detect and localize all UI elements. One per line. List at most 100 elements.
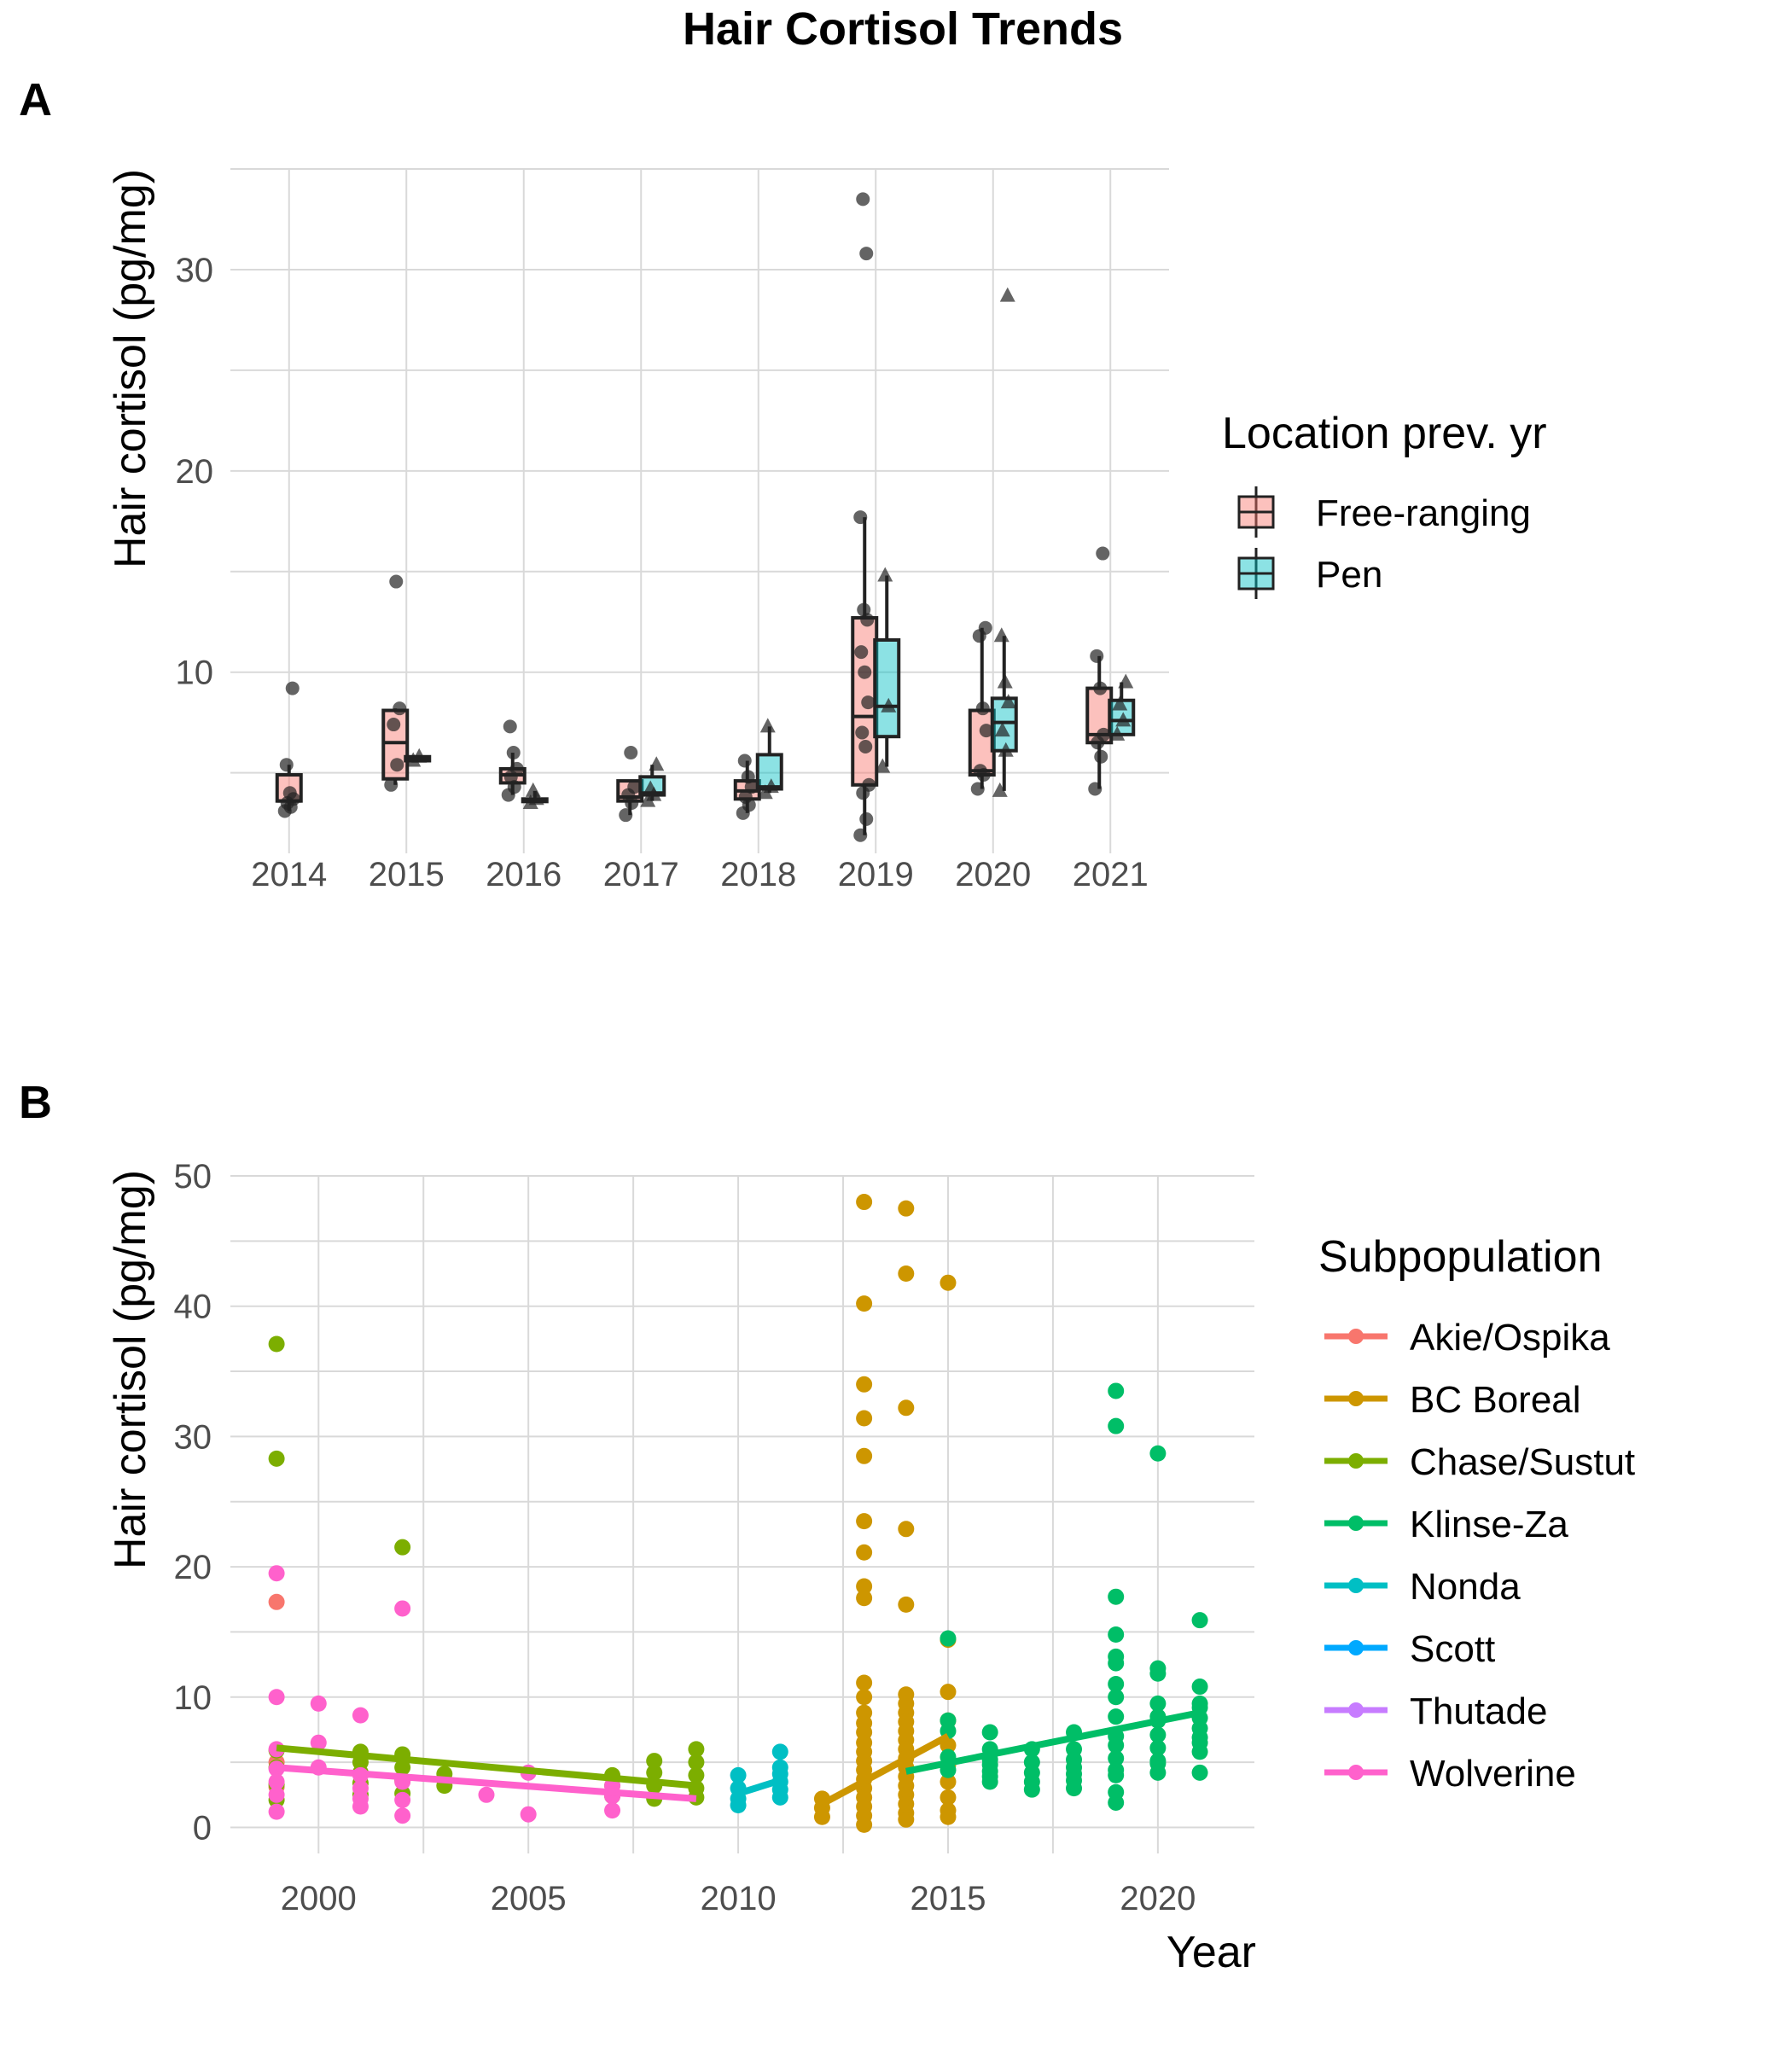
point-wolverine: [310, 1734, 327, 1751]
point-pen-2021: [1112, 695, 1128, 711]
point-wolverine: [268, 1803, 285, 1820]
point-wolverine: [352, 1798, 369, 1815]
panel-b-grid: [230, 1175, 1254, 1853]
trend-line-wolverine: [276, 1764, 697, 1802]
panel-b-legend-item-bc-boreal: BC Boreal: [1324, 1379, 1581, 1421]
panel-a-legend-item-pen: Pen: [1237, 548, 1382, 599]
point-free-ranging-2019: [855, 725, 870, 740]
point-klinse-za: [1149, 1695, 1167, 1712]
point-wolverine: [310, 1695, 327, 1712]
panel-a-y-tick-label: 10: [176, 655, 214, 692]
point-klinse-za: [981, 1724, 998, 1741]
panel-a-x-tick-label: 2016: [486, 856, 561, 893]
panel-b-legend-label: Nonda: [1410, 1566, 1521, 1608]
point-chase-sustut: [688, 1754, 705, 1771]
point-free-ranging-2019: [861, 695, 876, 710]
point-pen-2016: [525, 782, 541, 797]
panel-b-legend-label: Akie/Ospika: [1410, 1317, 1610, 1359]
point-pen-2020: [998, 742, 1014, 757]
point-free-ranging-2019: [858, 665, 872, 679]
point-free-ranging-2016: [509, 761, 524, 776]
panel-b-legend-label: Klinse-Za: [1410, 1504, 1568, 1545]
point-klinse-za: [1108, 1382, 1125, 1399]
point-pen-2020: [992, 782, 1008, 797]
panel-b-legend-item-thutade: Thutade: [1324, 1690, 1547, 1732]
point-free-ranging-2017: [627, 780, 642, 794]
point-klinse-za: [1108, 1655, 1125, 1672]
point-bc-boreal: [856, 1376, 873, 1393]
point-klinse-za: [1149, 1445, 1167, 1462]
point-free-ranging-2020: [978, 620, 992, 635]
point-klinse-za: [1108, 1766, 1125, 1783]
panel-b-legend-label: Wolverine: [1410, 1753, 1576, 1795]
panel-a-x-tick-label: 2015: [369, 856, 445, 893]
legend-key-point: [1348, 1453, 1364, 1469]
point-bc-boreal: [898, 1265, 915, 1283]
point-free-ranging-2019: [854, 645, 869, 660]
point-klinse-za: [1149, 1764, 1167, 1781]
point-free-ranging-2014: [279, 758, 294, 772]
panel-b-y-tick-label: 10: [174, 1679, 212, 1717]
point-klinse-za: [1191, 1612, 1208, 1629]
panel-b: B 0 10 20 30 40 50 2000 2005 2010 2015 2020 Hair …: [19, 1077, 1635, 1977]
trend-line-chase-sustut: [276, 1744, 697, 1789]
point-free-ranging-2019: [857, 602, 871, 617]
point-free-ranging-2016: [503, 719, 517, 734]
point-pen-2021: [1118, 673, 1134, 689]
point-free-ranging-2021: [1097, 727, 1111, 742]
point-free-ranging-2018: [741, 770, 755, 784]
point-klinse-za: [1108, 1737, 1125, 1754]
point-pen-2018: [763, 778, 779, 794]
point-free-ranging-2015: [389, 574, 404, 589]
point-free-ranging-2021: [1090, 649, 1104, 663]
point-nonda: [730, 1766, 747, 1783]
point-bc-boreal: [856, 1544, 873, 1561]
point-klinse-za: [1108, 1750, 1125, 1767]
point-free-ranging-2020: [979, 724, 993, 738]
point-free-ranging-2015: [393, 701, 407, 716]
panel-a-x-tick-label: 2021: [1073, 856, 1149, 893]
panel-a-y-tick-label: 20: [176, 453, 214, 491]
panel-a-legend-item-free-ranging: Free-ranging: [1237, 486, 1531, 538]
legend-key-point: [1348, 1391, 1364, 1406]
point-pen-2020: [1000, 694, 1016, 709]
panel-b-legend-item-klinse-za: Klinse-Za: [1324, 1504, 1568, 1545]
panel-b-x-axis-title: Year: [1167, 1928, 1256, 1977]
point-free-ranging-2020: [973, 764, 987, 778]
panel-b-x-tick-label: 2020: [1120, 1880, 1196, 1917]
point-pen-2017: [643, 780, 659, 795]
point-klinse-za: [1191, 1743, 1208, 1760]
legend-key-point: [1348, 1516, 1364, 1531]
point-nonda: [771, 1743, 788, 1760]
point-free-ranging-2021: [1093, 681, 1108, 695]
point-free-ranging-2018: [737, 753, 752, 768]
point-akie-ospika: [268, 1593, 285, 1610]
point-chase-sustut: [646, 1764, 663, 1781]
point-free-ranging-2017: [619, 808, 633, 823]
point-free-ranging-2015: [387, 718, 401, 732]
point-free-ranging-2014: [285, 681, 300, 695]
panel-a-y-tick-labels: 10 20 30: [176, 252, 214, 692]
point-chase-sustut: [646, 1753, 663, 1770]
panel-b-y-axis-title: Hair cortisol (pg/mg): [106, 1170, 155, 1569]
trend-line-nonda: [736, 1777, 782, 1797]
panel-b-legend-item-chase-sustut: Chase/Sustut: [1324, 1441, 1635, 1483]
point-klinse-za: [1149, 1739, 1167, 1756]
panel-b-legend-item-wolverine: Wolverine: [1324, 1753, 1576, 1795]
point-pen-2015: [411, 748, 428, 763]
panel-a-tag: A: [19, 74, 52, 125]
point-bc-boreal: [856, 1590, 873, 1607]
point-bc-boreal: [898, 1596, 915, 1613]
point-pen-2016: [522, 794, 538, 810]
point-free-ranging-2021: [1096, 546, 1110, 561]
panel-b-x-tick-label: 2010: [701, 1880, 777, 1917]
point-free-ranging-2020: [975, 701, 990, 716]
point-pen-2020: [997, 673, 1013, 689]
point-bc-boreal: [940, 1789, 957, 1806]
point-bc-boreal: [898, 1200, 915, 1217]
point-klinse-za: [1191, 1764, 1208, 1781]
point-chase-sustut: [394, 1759, 411, 1776]
panel-b-tag: B: [19, 1077, 52, 1128]
point-pen-2020: [993, 627, 1009, 643]
point-free-ranging-2019: [859, 247, 874, 261]
